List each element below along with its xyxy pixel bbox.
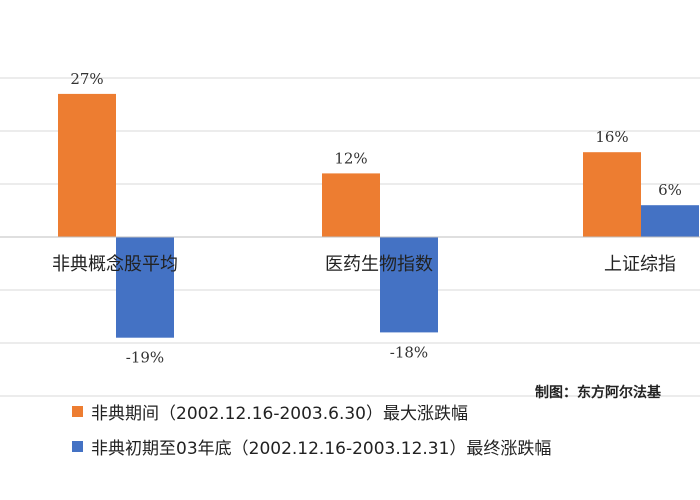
- bar-final-change-2: [641, 205, 699, 237]
- legend-swatch-orange: [72, 406, 83, 417]
- bar-final-change-0: [116, 237, 174, 338]
- bar-final-change-1: [380, 237, 438, 333]
- legend-item-max-change: 非典期间（2002.12.16-2003.6.30）最大涨跌幅: [72, 399, 468, 424]
- legend-item-final-change: 非典初期至03年底（2002.12.16-2003.12.31）最终涨跌幅: [72, 434, 551, 459]
- category-label: 非典概念股平均: [52, 253, 178, 275]
- category-label: 医药生物指数: [325, 254, 433, 275]
- data-label: 12%: [334, 149, 367, 167]
- legend-swatch-blue: [72, 441, 83, 452]
- bar-max-change-1: [322, 173, 380, 237]
- bar-max-change-0: [58, 93, 116, 238]
- category-label: 上证综指: [604, 254, 676, 275]
- data-label: 27%: [70, 70, 103, 88]
- bar-max-change-2: [583, 152, 641, 237]
- data-label: -18%: [390, 343, 428, 361]
- legend-label-final-change: 非典初期至03年底（2002.12.16-2003.12.31）最终涨跌幅: [91, 439, 552, 459]
- data-label: -19%: [126, 349, 164, 367]
- data-label: 6%: [658, 181, 682, 199]
- data-label: 16%: [595, 128, 628, 146]
- legend-label-max-change: 非典期间（2002.12.16-2003.6.30）最大涨跌幅: [91, 404, 468, 424]
- chart-credit: 制图：东方阿尔法基: [535, 385, 661, 401]
